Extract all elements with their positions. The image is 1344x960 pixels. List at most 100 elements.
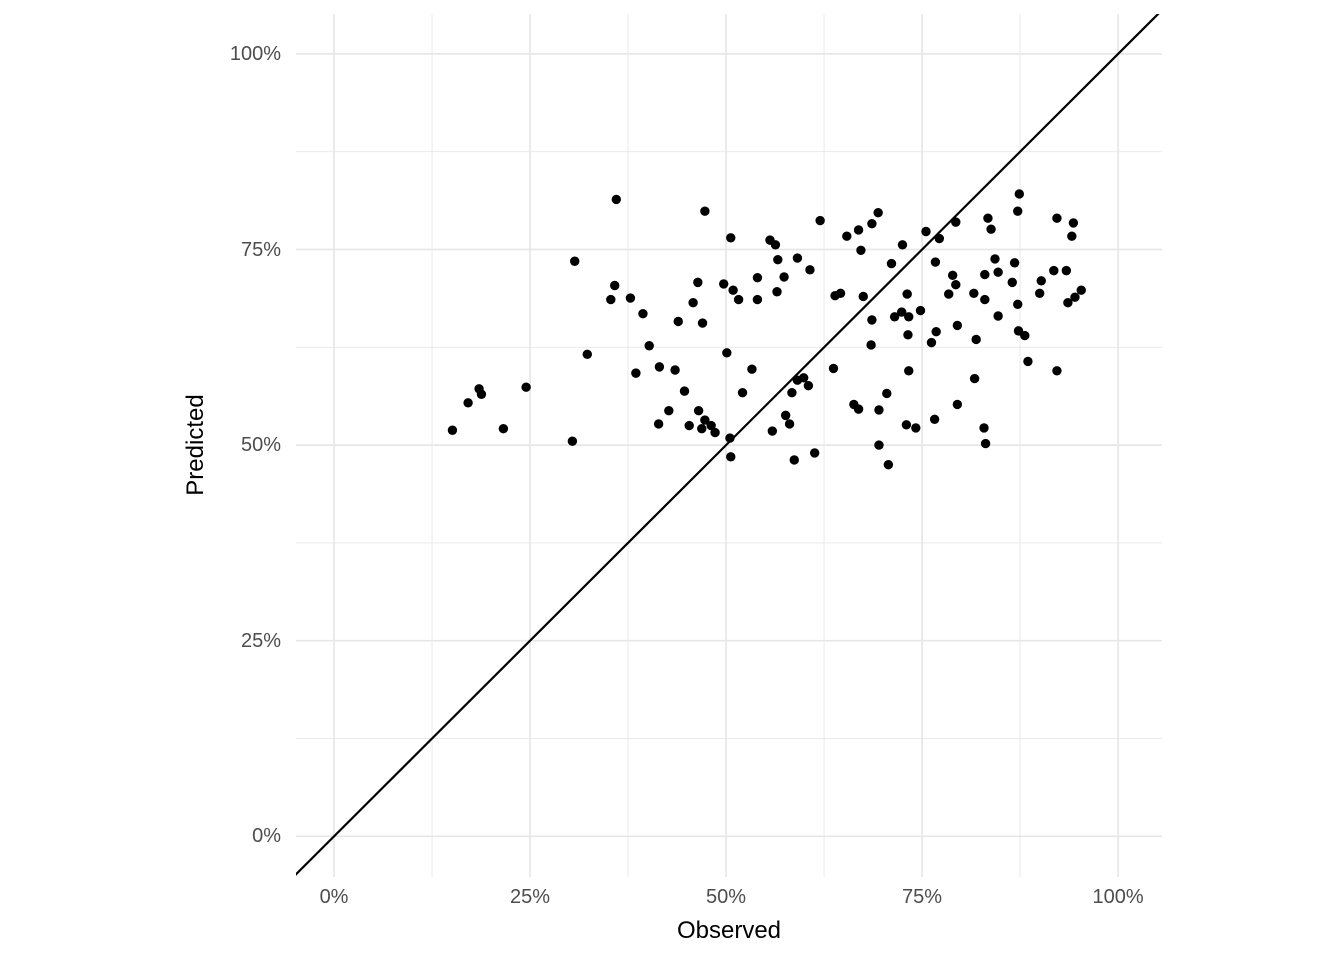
data-point [697,318,708,328]
data-point [780,410,791,421]
data-point [886,258,897,269]
data-point [789,455,799,465]
data-point [654,362,665,372]
data-point [700,206,710,216]
data-point [867,218,877,229]
x-tick-label: 0% [319,886,349,908]
data-point [874,440,884,450]
data-point [747,364,757,374]
data-point [706,420,716,431]
data-point [980,438,991,449]
data-point [611,194,621,205]
data-point [767,426,778,436]
data-point [1020,330,1030,341]
data-point [638,308,648,319]
data-point [693,277,703,288]
data-point [951,217,961,227]
data-point [853,225,864,235]
x-tick-label: 100% [1092,886,1144,908]
data-point [798,373,809,383]
data-point [733,294,744,305]
data-point [867,315,877,325]
data-point [930,257,941,267]
data-point [897,240,908,250]
data-point [463,398,473,408]
data-point [779,272,789,282]
data-point [670,365,680,375]
data-point [1068,218,1079,228]
data-point [903,330,913,340]
data-point [570,256,580,266]
data-point [874,405,884,415]
data-point [1009,258,1020,268]
data-point [896,307,907,317]
x-axis-title: Observed [676,917,782,944]
data-point [752,294,763,305]
data-point [883,459,894,470]
data-point [980,294,990,305]
data-point [969,288,979,299]
data-point [722,348,732,358]
data-point [726,233,736,243]
data-point [993,311,1003,321]
data-point [684,420,694,431]
data-point [911,423,921,433]
y-tick-label: 75% [240,238,281,261]
y-tick-label: 50% [240,434,281,457]
data-point [644,341,654,351]
data-point [673,316,683,327]
data-point [842,231,852,241]
data-point [901,420,912,430]
data-point [1052,213,1062,223]
y-tick-label: 0% [252,825,281,848]
data-point [1063,298,1073,308]
data-point [697,423,707,434]
data-point [952,320,963,331]
data-point [856,245,866,255]
data-point [1034,288,1045,299]
data-point [773,254,783,265]
data-point [1013,206,1023,216]
data-point [889,312,900,322]
data-point [947,270,958,281]
data-point [610,280,620,291]
data-point [625,293,636,303]
data-point [1014,189,1025,199]
data-point [990,254,1000,264]
data-point [853,404,864,414]
data-point [784,419,795,429]
data-point [1013,299,1023,309]
data-point [929,414,940,424]
data-point [679,386,690,396]
data-point [447,425,458,435]
data-point [476,389,487,399]
data-point [631,368,641,378]
data-point [983,213,993,223]
data-point [1007,277,1017,288]
data-point [980,269,990,280]
data-point [809,448,820,458]
data-point [902,289,912,299]
data-point [728,285,738,295]
x-tick-label: 25% [510,886,551,908]
data-point [606,294,616,305]
x-tick-label: 50% [706,886,747,908]
data-point [726,452,736,462]
data-point [952,399,963,410]
data-point [969,373,980,384]
y-axis-title: Predicted [182,394,209,496]
data-point [1049,265,1059,276]
data-point [828,363,839,374]
data-point [1067,231,1077,241]
data-point [664,405,674,416]
data-point [944,289,954,299]
data-point [993,267,1003,277]
data-point [1061,265,1072,276]
data-point [693,405,704,416]
data-point [725,433,735,443]
plot-panel [296,14,1162,877]
data-point [858,291,868,302]
data-point [866,340,876,350]
data-point [926,337,937,348]
data-point [805,265,815,275]
